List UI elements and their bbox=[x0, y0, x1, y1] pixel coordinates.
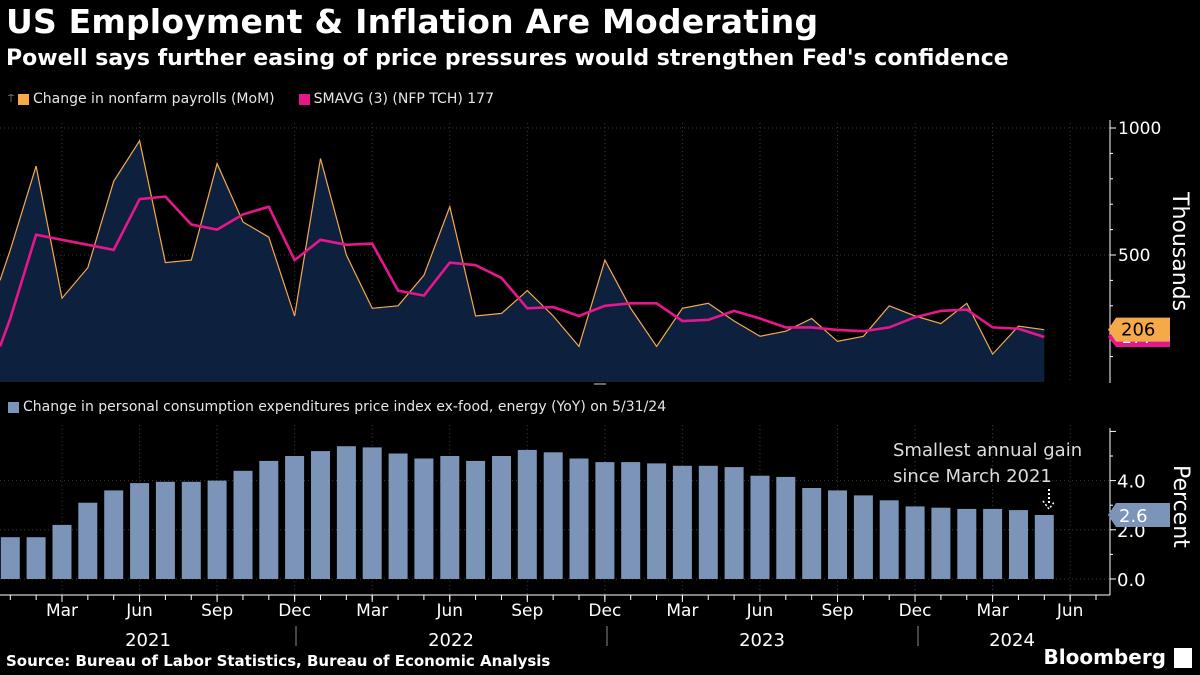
pce-bar-2022-06 bbox=[440, 456, 460, 579]
pce-bar-2023-08 bbox=[802, 488, 822, 579]
top-ytick-label: 1000 bbox=[1118, 119, 1161, 139]
pce-bar-2023-04 bbox=[698, 465, 718, 579]
x-tick-label-9: Jun bbox=[746, 601, 774, 621]
x-tick-label-2: Sep bbox=[201, 601, 233, 621]
panel-divider-handle bbox=[594, 383, 606, 385]
pce-bar-2024-03 bbox=[983, 508, 1003, 579]
x-tick-label-1: Jun bbox=[125, 601, 153, 621]
pce-bar-2024-05 bbox=[1034, 515, 1054, 579]
pce-bar-2021-05 bbox=[104, 490, 124, 579]
payrolls-last-value-label: 206 bbox=[1121, 320, 1155, 341]
chart-subtitle: Powell says further easing of price pres… bbox=[6, 46, 1009, 71]
brand-logo: Bloomberg bbox=[1043, 645, 1166, 669]
annotation-arrow-head bbox=[1042, 500, 1056, 511]
annotation-line2: since March 2021 bbox=[893, 466, 1052, 487]
pce-bar-2023-11 bbox=[879, 500, 899, 579]
pce-last-value-box bbox=[1108, 503, 1170, 528]
x-tick-label-7: Dec bbox=[588, 601, 621, 621]
x-tick-label-5: Jun bbox=[435, 601, 463, 621]
payrolls-legend: ⍑ Change in nonfarm payrolls (MoM) SMAVG… bbox=[8, 91, 494, 107]
x-year-label-2022: 2022 bbox=[428, 630, 474, 651]
pce-bar-2022-11 bbox=[569, 458, 589, 579]
x-year-label-2024: 2024 bbox=[989, 630, 1035, 651]
pce-bar-2021-01 bbox=[0, 537, 20, 579]
smavg-line bbox=[0, 195, 1045, 347]
legend-swatch-payrolls bbox=[18, 93, 29, 105]
payrolls-last-value-box bbox=[1108, 317, 1170, 342]
top-ytick-label: 500 bbox=[1118, 246, 1150, 266]
bottom-ytick-label: 4.0 bbox=[1117, 472, 1146, 493]
pce-bar-2021-03 bbox=[52, 524, 72, 579]
legend-label-smavg: SMAVG (3) (NFP TCH) 177 bbox=[313, 91, 494, 107]
pce-bar-2023-03 bbox=[672, 465, 692, 579]
x-tick-label-12: Mar bbox=[977, 601, 1009, 621]
x-tick-label-3: Dec bbox=[278, 601, 311, 621]
pce-bar-2023-05 bbox=[724, 467, 744, 579]
pce-bar-2022-07 bbox=[466, 460, 486, 579]
pce-bar-2023-01 bbox=[621, 462, 641, 579]
x-year-label-2021: 2021 bbox=[125, 630, 171, 651]
pce-last-value-label: 2.6 bbox=[1119, 506, 1148, 527]
top-ylabel: Thousands bbox=[1167, 191, 1192, 311]
bloomberg-terminal-icon bbox=[1174, 648, 1192, 668]
pce-bar-2022-02 bbox=[336, 446, 356, 579]
pce-bar-2022-08 bbox=[492, 456, 511, 579]
pce-bar-2021-12 bbox=[285, 456, 305, 579]
legend-swatch-smavg bbox=[298, 93, 310, 105]
pce-bar-2021-08 bbox=[181, 481, 201, 579]
pce-bar-2023-06 bbox=[750, 475, 770, 579]
x-tick-label-10: Sep bbox=[821, 601, 853, 621]
pce-bar-2023-09 bbox=[828, 490, 847, 579]
pce-bar-2022-12 bbox=[595, 462, 615, 579]
x-tick-label-8: Mar bbox=[666, 601, 698, 621]
pce-bar-2021-09 bbox=[207, 480, 227, 579]
x-year-label-2023: 2023 bbox=[739, 630, 785, 651]
chart-title: US Employment & Inflation Are Moderating bbox=[6, 2, 819, 41]
pce-bar-2023-10 bbox=[853, 495, 873, 579]
pce-bar-2021-02 bbox=[26, 537, 46, 579]
pce-legend: Change in personal consumption expenditu… bbox=[8, 399, 666, 415]
pce-bar-2021-11 bbox=[259, 460, 279, 579]
pce-bar-2023-07 bbox=[776, 476, 796, 579]
pce-bar-2021-07 bbox=[155, 481, 175, 579]
pce-bar-2021-10 bbox=[233, 470, 253, 579]
pce-bar-2022-10 bbox=[543, 452, 563, 579]
legend-label-payrolls: Change in nonfarm payrolls (MoM) bbox=[33, 91, 275, 107]
bottom-ytick-label: 0.0 bbox=[1117, 570, 1146, 591]
legend-label-pce: Change in personal consumption expenditu… bbox=[23, 399, 667, 415]
pce-bar-2022-05 bbox=[414, 458, 434, 579]
payrolls-area bbox=[0, 140, 1045, 382]
pce-bar-2022-04 bbox=[388, 453, 408, 579]
source-note: Source: Bureau of Labor Statistics, Bure… bbox=[6, 652, 551, 670]
pce-bar-2024-01 bbox=[931, 507, 951, 579]
bottom-ylabel: Percent bbox=[1168, 465, 1193, 548]
pce-bar-2021-04 bbox=[78, 502, 98, 579]
pce-bar-2021-06 bbox=[130, 483, 150, 579]
pce-bar-2023-12 bbox=[905, 506, 925, 579]
x-tick-label-0: Mar bbox=[46, 601, 78, 621]
pce-bar-2024-02 bbox=[957, 508, 977, 579]
pce-bar-2022-01 bbox=[311, 451, 330, 579]
x-tick-label-13: Jun bbox=[1056, 601, 1084, 621]
annotation-line1: Smallest annual gain bbox=[893, 440, 1082, 461]
x-tick-label-6: Sep bbox=[511, 601, 543, 621]
legend-marker-icon: ⍑ bbox=[8, 93, 14, 105]
pce-bar-2023-02 bbox=[647, 463, 667, 579]
pce-bar-2022-09 bbox=[517, 449, 537, 579]
x-tick-label-4: Mar bbox=[356, 601, 388, 621]
legend-swatch-pce bbox=[8, 401, 19, 413]
pce-bar-2024-04 bbox=[1009, 510, 1028, 579]
pce-bar-2022-03 bbox=[362, 447, 382, 579]
x-tick-label-11: Dec bbox=[899, 601, 932, 621]
